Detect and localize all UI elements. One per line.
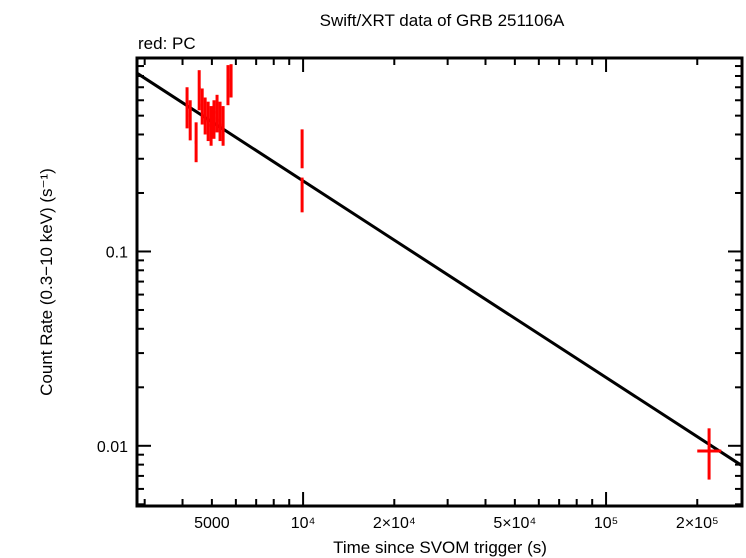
tick-labels: 5000 10⁴ 2×10⁴ 5×10⁴ 10⁵ 2×10⁵ 0.1 0.01 (97, 244, 719, 532)
x-tick-label: 10⁵ (594, 515, 618, 532)
axis-ticks (137, 58, 742, 506)
data-point (188, 100, 192, 141)
y-axis-label: Count Rate (0.3−10 keV) (s⁻¹) (37, 168, 56, 396)
model-fit (136, 71, 743, 467)
x-tick-label: 10⁴ (291, 515, 316, 532)
model-line (136, 71, 743, 467)
data-point (206, 101, 210, 142)
data-point (300, 177, 304, 213)
data-point (215, 94, 219, 133)
plot-frame (135, 56, 744, 508)
data-point (697, 428, 722, 480)
y-tick-label: 0.01 (97, 439, 128, 456)
data-point (200, 88, 204, 125)
data-point (194, 122, 198, 163)
y-tick-label: 0.1 (106, 244, 128, 261)
chart-subtitle: red: PC (138, 34, 196, 53)
data-point (229, 64, 233, 98)
x-tick-label: 5×10⁴ (493, 515, 536, 532)
x-axis-label: Time since SVOM trigger (s) (333, 538, 547, 557)
data-point (197, 70, 201, 111)
x-tick-label: 2×10⁴ (373, 515, 416, 532)
data-point (300, 129, 304, 169)
data-point (209, 106, 213, 146)
x-tick-label: 2×10⁵ (676, 515, 719, 532)
data-point (212, 100, 216, 139)
data-point (221, 106, 225, 146)
chart-title: Swift/XRT data of GRB 251106A (320, 11, 565, 30)
data-point (185, 87, 189, 129)
data-point (203, 97, 207, 135)
x-tick-label: 5000 (194, 515, 230, 532)
data-point (218, 101, 222, 142)
data-points (185, 64, 722, 480)
data-point (226, 65, 230, 106)
